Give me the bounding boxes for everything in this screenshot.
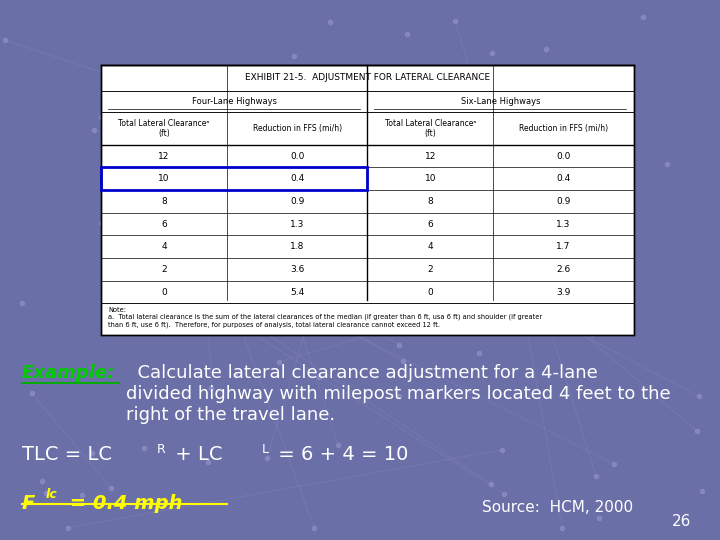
Text: 10: 10	[425, 174, 436, 183]
Text: 0: 0	[428, 288, 433, 296]
Text: Total Lateral Clearanceᵃ
(ft): Total Lateral Clearanceᵃ (ft)	[118, 119, 210, 138]
FancyBboxPatch shape	[101, 65, 634, 335]
Text: Calculate lateral clearance adjustment for a 4-lane
divided highway with milepos: Calculate lateral clearance adjustment f…	[126, 364, 670, 424]
Text: EXHIBIT 21-5.  ADJUSTMENT FOR LATERAL CLEARANCE: EXHIBIT 21-5. ADJUSTMENT FOR LATERAL CLE…	[245, 73, 490, 82]
Text: 1.3: 1.3	[290, 220, 305, 228]
Text: 1.8: 1.8	[290, 242, 305, 251]
Text: 4: 4	[161, 242, 167, 251]
Text: 3.6: 3.6	[290, 265, 305, 274]
Text: = 0.4 mph: = 0.4 mph	[63, 494, 183, 513]
Text: + LC: + LC	[169, 446, 222, 464]
Text: 10: 10	[158, 174, 170, 183]
Text: 26: 26	[672, 514, 691, 529]
Text: 0.4: 0.4	[557, 174, 571, 183]
Text: F: F	[22, 494, 35, 513]
Text: 3.9: 3.9	[557, 288, 571, 296]
Text: lc: lc	[45, 488, 57, 501]
Text: 6: 6	[428, 220, 433, 228]
Text: Reduction in FFS (mi/h): Reduction in FFS (mi/h)	[519, 124, 608, 133]
Text: 0.0: 0.0	[557, 152, 571, 160]
Text: TLC = LC: TLC = LC	[22, 446, 112, 464]
Text: 1.7: 1.7	[557, 242, 571, 251]
Text: 2.6: 2.6	[557, 265, 571, 274]
Text: Note:
a.  Total lateral clearance is the sum of the lateral clearances of the me: Note: a. Total lateral clearance is the …	[108, 307, 542, 328]
Text: 2: 2	[161, 265, 167, 274]
Text: Example:: Example:	[22, 364, 115, 382]
Text: 12: 12	[158, 152, 170, 160]
Text: 0.0: 0.0	[290, 152, 305, 160]
Text: 0.9: 0.9	[557, 197, 571, 206]
Text: Source:  HCM, 2000: Source: HCM, 2000	[482, 500, 634, 515]
Text: R: R	[157, 443, 166, 456]
Text: Four-Lane Highways: Four-Lane Highways	[192, 97, 276, 106]
Text: Total Lateral Clearanceᵃ
(ft): Total Lateral Clearanceᵃ (ft)	[384, 119, 476, 138]
Text: 12: 12	[425, 152, 436, 160]
Text: 1.3: 1.3	[557, 220, 571, 228]
Text: 0.4: 0.4	[290, 174, 305, 183]
Text: 4: 4	[428, 242, 433, 251]
Text: Reduction in FFS (mi/h): Reduction in FFS (mi/h)	[253, 124, 342, 133]
Text: = 6 + 4 = 10: = 6 + 4 = 10	[272, 446, 408, 464]
Text: 0: 0	[161, 288, 167, 296]
Text: 8: 8	[161, 197, 167, 206]
Text: L: L	[261, 443, 269, 456]
Text: 5.4: 5.4	[290, 288, 305, 296]
Text: 2: 2	[428, 265, 433, 274]
Text: 8: 8	[428, 197, 433, 206]
Text: Six-Lane Highways: Six-Lane Highways	[461, 97, 540, 106]
Text: 0.9: 0.9	[290, 197, 305, 206]
Text: 6: 6	[161, 220, 167, 228]
